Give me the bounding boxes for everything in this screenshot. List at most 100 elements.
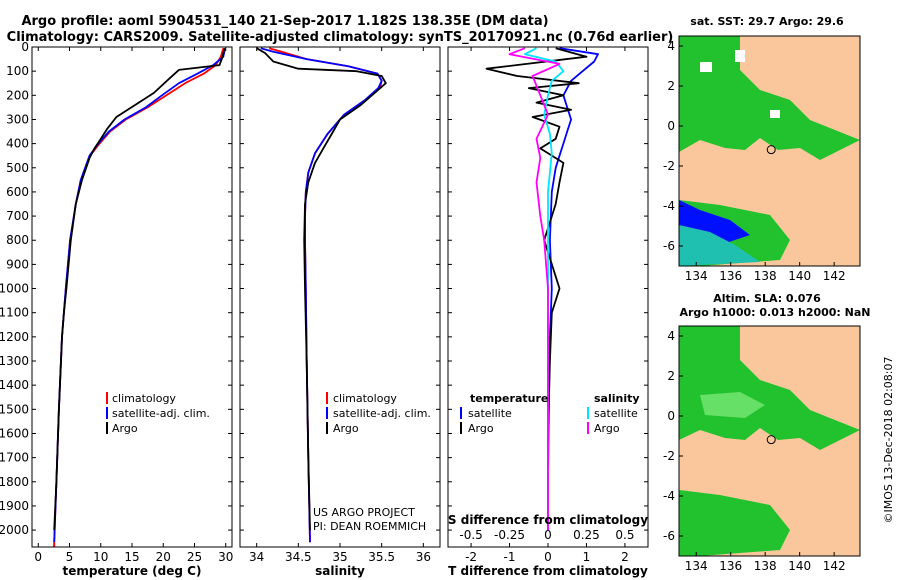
map-x-tick-label: 140 [788,269,811,283]
legend-temperature-title: temperature [470,392,548,405]
map-y-tick-label: 2 [667,369,675,383]
temperature-ticks: 0100200300400500600700800900100011001200… [0,40,233,564]
y-tick-label: 1700 [0,451,29,465]
sla-map-south-sea [679,490,790,556]
map-y-tick-label: 2 [667,79,675,93]
sst-map: sat. SST: 29.7 Argo: 29.6 134 136 138 140 14… [663,15,861,283]
x-tick-label: 30 [218,550,233,564]
y-tick-label: 700 [6,209,29,223]
y-tick-label: 400 [6,137,29,151]
map-y-tick-label: -6 [663,239,675,253]
legend-t-satellite-label: satellite [468,407,512,420]
difference-series [485,47,599,531]
series-line-satellite-adj-clim- [53,48,226,543]
x-tick-label: 2 [621,550,629,564]
y-tick-label: 1100 [0,306,29,320]
temperature-xlabel: temperature (deg C) [63,564,202,578]
sst-map-ticks: 134 136 138 140 142 4 2 0 -2 -4 -6 [663,39,846,283]
top-tick-label: -0.5 [459,528,482,542]
x-tick-label: 34.5 [285,550,312,564]
y-tick-label: 300 [6,112,29,126]
sst-map-teal-patch [679,225,760,266]
salinity-xlabel: salinity [315,564,365,578]
map-x-tick-label: 138 [754,559,777,573]
map-y-tick-label: 4 [667,39,675,53]
sla-map-title-line1: Altim. SLA: 0.076 [713,292,821,305]
x-tick-label: 34 [249,550,264,564]
legend-climatology-label: climatology [333,392,397,405]
map-y-tick-label: 4 [667,329,675,343]
sla-argo-position-marker [766,435,776,445]
sst-map-title: sat. SST: 29.7 Argo: 29.6 [690,15,844,28]
top-tick-label: 0.25 [573,528,600,542]
top-tick-label: 0 [544,528,552,542]
map-x-tick-label: 138 [754,269,777,283]
legend-climatology-label: climatology [112,392,176,405]
legend-s-satellite-label: satellite [594,407,638,420]
salinity-axes-frame [239,46,441,548]
difference-axes-frame [447,46,649,548]
difference-panel: -2 -1 0 1 2 -0.5 -0.25 0 0.25 0.5 T difference fr… [447,46,649,578]
sla-map-light-patch [700,392,765,418]
map-x-tick-label: 142 [823,269,846,283]
temperature-axes-frame [31,46,233,548]
map-x-tick-label: 140 [788,559,811,573]
x-tick-label: 36 [416,550,431,564]
x-tick-label: 25 [187,550,202,564]
y-tick-label: 1400 [0,378,29,392]
sla-map-land-north [740,326,860,430]
series-line-climatology [53,47,225,543]
map-x-tick-label: 134 [685,559,708,573]
map-y-tick-label: 0 [667,119,675,133]
temperature-series [53,47,226,547]
map-y-tick-label: -4 [663,199,675,213]
map-x-tick-label: 134 [685,269,708,283]
salinity-panel: 34 34.5 35 35.5 36 salinity climatology sate… [239,46,441,578]
legend-t-argo-label: Argo [468,422,494,435]
series-line-t-argo [485,47,588,531]
credit-line2: PI: DEAN ROEMMICH [313,520,426,533]
x-tick-label: 5 [66,550,74,564]
series-line-t-satellite [547,47,599,531]
sla-map-ticks: 134 136 138 140 142 4 2 0 -2 -4 -6 [663,329,846,573]
x-tick-label: 0 [544,550,552,564]
y-tick-label: 1600 [0,426,29,440]
y-tick-label: 800 [6,233,29,247]
map-y-tick-label: -4 [663,489,675,503]
x-tick-label: 35 [332,550,347,564]
map-x-tick-label: 136 [719,269,742,283]
difference-xlabel: T difference from climatology [448,564,648,578]
sla-map-frame [678,325,861,557]
figure-title-line2: Climatology: CARS2009. Satellite-adjuste… [7,30,674,45]
map-y-tick-label: -2 [663,159,675,173]
map-y-tick-label: -6 [663,529,675,543]
x-tick-label: -2 [465,550,477,564]
y-tick-label: 1900 [0,499,29,513]
series-line-climatology [268,47,383,543]
y-tick-label: 1800 [0,475,29,489]
difference-ticks: -2 -1 0 1 2 -0.5 -0.25 0 0.25 0.5 [448,46,648,564]
legend-satellite-label: satellite-adj. clim. [333,407,431,420]
x-tick-label: 0 [34,550,42,564]
y-tick-label: 1000 [0,282,29,296]
imos-timestamp: ©IMOS 13-Dec-2018 02:08:07 [882,357,895,524]
sst-argo-position-marker [766,145,776,155]
sla-map-title-line2: Argo h1000: 0.013 h2000: NaN [679,306,870,319]
credit-line1: US ARGO PROJECT [313,506,415,519]
series-line-argo [256,47,387,531]
legend-argo-label: Argo [333,422,359,435]
sst-map-frame [678,35,861,267]
sst-map-land-north [740,36,860,140]
map-y-tick-label: -2 [663,449,675,463]
y-tick-label: 100 [6,64,29,78]
y-tick-label: 500 [6,161,29,175]
y-tick-label: 0 [21,40,29,54]
salinity-series [256,47,387,543]
x-tick-label: 10 [93,550,108,564]
series-line-s-argo [508,47,561,531]
salinity-ticks: 34 34.5 35 35.5 36 [240,46,440,564]
sla-map: Altim. SLA: 0.076 Argo h1000: 0.013 h200… [663,292,870,573]
top-tick-label: 0.5 [615,528,634,542]
x-tick-label: 15 [124,550,139,564]
